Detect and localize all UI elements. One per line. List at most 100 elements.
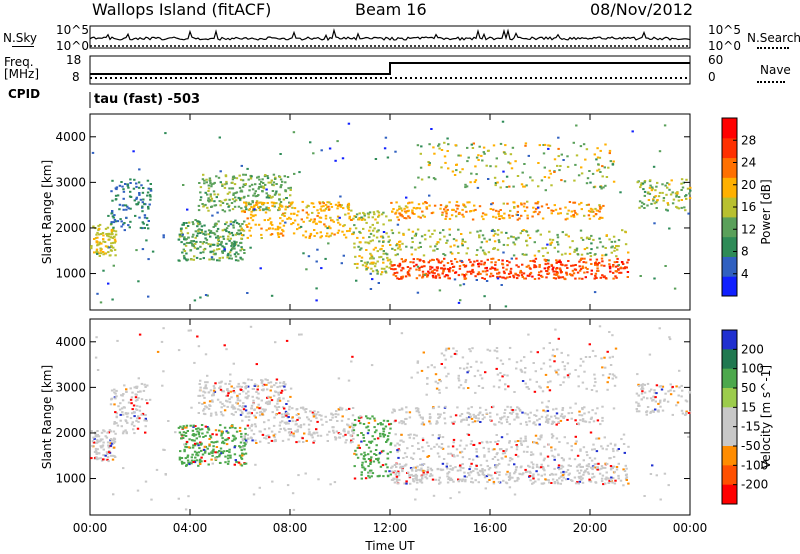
data-cell	[364, 454, 367, 456]
data-cell	[474, 415, 477, 418]
data-cell	[514, 468, 518, 471]
data-cell	[689, 189, 692, 192]
data-cell	[237, 408, 240, 411]
data-cell	[136, 417, 139, 420]
data-cell	[301, 209, 305, 212]
data-cell	[246, 167, 249, 170]
data-cell	[553, 455, 556, 458]
data-cell	[434, 275, 438, 278]
data-cell	[609, 265, 612, 268]
data-cell	[232, 438, 236, 441]
data-cell	[270, 399, 274, 402]
data-cell	[277, 393, 280, 396]
data-cell	[276, 225, 280, 228]
data-cell	[425, 207, 429, 210]
data-cell	[366, 425, 370, 428]
data-cell	[265, 437, 268, 440]
data-cell	[540, 415, 544, 418]
data-cell	[192, 240, 195, 243]
data-cell	[483, 416, 486, 419]
data-cell	[140, 413, 143, 416]
data-cell	[380, 423, 383, 426]
data-cell	[604, 366, 607, 369]
data-cell	[603, 264, 606, 267]
data-cell	[591, 468, 594, 471]
data-cell	[273, 433, 277, 436]
data-cell	[466, 270, 469, 273]
data-cell	[405, 480, 408, 483]
data-cell	[183, 461, 186, 464]
data-cell	[494, 263, 497, 266]
data-cell	[533, 278, 537, 280]
data-cell	[403, 217, 406, 219]
data-cell	[135, 203, 138, 206]
data-cell	[498, 241, 501, 244]
data-cell	[542, 409, 545, 412]
data-cell	[525, 184, 528, 187]
data-cell	[574, 482, 578, 485]
data-cell	[523, 277, 526, 280]
data-cell	[512, 254, 516, 257]
data-cell	[601, 474, 605, 477]
data-cell	[420, 469, 424, 472]
data-cell	[581, 381, 585, 384]
data-cell	[278, 176, 282, 178]
data-cell	[234, 196, 237, 199]
data-cell	[181, 251, 184, 254]
data-cell	[513, 418, 516, 421]
data-cell	[455, 239, 458, 242]
data-cell	[353, 419, 357, 421]
data-cell	[596, 263, 599, 266]
data-cell	[352, 426, 355, 429]
data-cell	[279, 428, 282, 430]
data-cell	[430, 212, 434, 215]
data-cell	[389, 422, 393, 425]
data-cell	[183, 238, 186, 241]
data-cell	[676, 192, 679, 195]
data-cell	[552, 270, 555, 273]
data-cell	[370, 267, 373, 270]
data-cell	[612, 235, 616, 238]
velocity-colorbar-tick-label: -100	[741, 458, 768, 472]
data-cell	[425, 473, 428, 476]
data-cell	[360, 471, 363, 474]
data-cell	[495, 347, 499, 349]
data-cell	[609, 160, 612, 163]
data-cell	[536, 351, 539, 354]
data-cell	[106, 441, 110, 444]
data-cell	[182, 437, 185, 439]
data-cell	[212, 389, 216, 392]
data-cell	[415, 488, 418, 491]
data-cell	[566, 212, 569, 215]
data-cell	[403, 482, 406, 485]
data-cell	[196, 232, 200, 235]
data-cell	[616, 261, 619, 263]
data-cell	[405, 406, 408, 409]
data-cell	[335, 430, 339, 433]
data-cell	[221, 256, 224, 259]
data-cell	[372, 460, 376, 463]
data-cell	[511, 411, 515, 414]
data-cell	[443, 257, 446, 260]
data-cell	[244, 415, 247, 418]
velocity-cbar-label: Velocity [m s^-1]	[759, 365, 773, 469]
data-cell	[661, 183, 664, 186]
data-cell	[203, 396, 206, 399]
data-cell	[481, 159, 484, 162]
data-cell	[516, 406, 519, 409]
data-cell	[244, 432, 247, 435]
x-tick-label: 08:00	[273, 521, 308, 535]
data-cell	[221, 229, 224, 232]
data-cell	[149, 198, 152, 201]
data-cell	[614, 479, 617, 482]
data-cell	[283, 212, 287, 215]
data-cell	[242, 234, 245, 237]
data-cell	[612, 455, 616, 458]
data-cell	[231, 181, 234, 184]
data-cell	[371, 216, 374, 219]
data-cell	[437, 259, 440, 262]
data-cell	[375, 269, 378, 272]
data-cell	[433, 229, 436, 232]
data-cell	[511, 409, 514, 411]
data-cell	[451, 445, 455, 448]
